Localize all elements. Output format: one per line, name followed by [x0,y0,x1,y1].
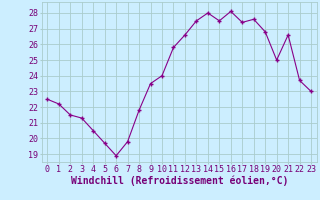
X-axis label: Windchill (Refroidissement éolien,°C): Windchill (Refroidissement éolien,°C) [70,176,288,186]
